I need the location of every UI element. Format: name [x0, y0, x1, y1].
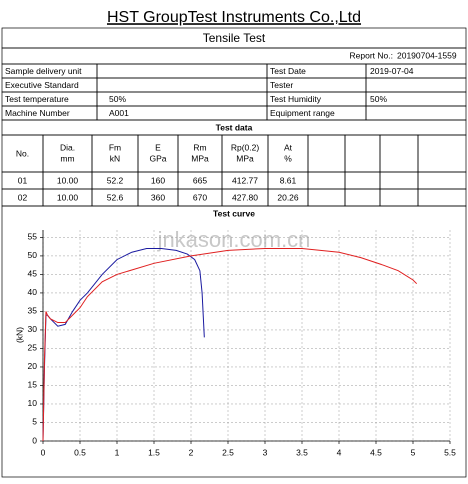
- info-label: Test temperature: [5, 94, 69, 104]
- column-header: No.: [16, 148, 29, 158]
- test-data-title: Test data: [216, 122, 253, 132]
- cell-value: 360: [151, 192, 165, 202]
- info-table: Sample delivery unit Test Date 2019-07-04 E…: [1, 63, 467, 121]
- column-header: MPa: [191, 153, 209, 163]
- chart: 0 5 10 15 20 25 30 35 40 45 50 55 0 0.5 1 1.5 2 2.5 3 3.5 4 4…: [14, 230, 456, 457]
- column-header: mm: [60, 153, 74, 163]
- y-tick-label: 10: [28, 398, 38, 408]
- company: HST GroupTest Instruments Co.,Ltd: [107, 9, 361, 26]
- cell-value: 02: [18, 192, 28, 202]
- info-label: Equipment range: [270, 108, 335, 118]
- column-header: E: [155, 142, 161, 152]
- x-tick-label: 3: [263, 447, 268, 457]
- cell-value: 10.00: [57, 192, 79, 202]
- y-tick-label: 35: [28, 306, 38, 316]
- cell-value: 52.2: [107, 175, 124, 185]
- y-tick-label: 55: [28, 232, 38, 242]
- y-tick-label: 50: [28, 250, 38, 260]
- doc-title: Tensile Test: [203, 31, 266, 45]
- curve: [42, 248, 418, 442]
- report-label: Report No.:: [350, 50, 393, 60]
- cell-value: 20.26: [277, 192, 299, 202]
- x-tick-label: 5: [411, 447, 416, 457]
- info-label: Test Humidity: [270, 94, 322, 104]
- cell-value: 01: [18, 175, 28, 185]
- x-tick-label: 1: [115, 447, 120, 457]
- x-tick-label: 4: [337, 447, 342, 457]
- watermark: jnkason.com.cn: [157, 227, 311, 252]
- cell-value: 412.77: [232, 175, 258, 185]
- y-tick-label: 25: [28, 343, 38, 353]
- y-tick-label: 5: [32, 417, 37, 427]
- info-label: Executive Standard: [5, 80, 79, 90]
- column-header: GPa: [149, 153, 166, 163]
- column-header: kN: [110, 153, 120, 163]
- y-tick-label: 15: [28, 380, 38, 390]
- y-axis-label: (kN): [14, 327, 24, 343]
- x-tick-label: 3.5: [296, 447, 308, 457]
- x-tick-label: 2.5: [222, 447, 234, 457]
- x-tick-label: 0: [41, 447, 46, 457]
- x-tick-label: 4.5: [370, 447, 382, 457]
- info-value: 50%: [109, 94, 126, 104]
- curve-box: [1, 205, 467, 478]
- column-header: %: [284, 153, 292, 163]
- report-no: 20190704-1559: [397, 50, 457, 60]
- y-tick-label: 40: [28, 287, 38, 297]
- x-tick-label: 2: [189, 447, 194, 457]
- column-header: Dia.: [60, 142, 75, 152]
- y-tick-label: 20: [28, 361, 38, 371]
- y-tick-label: 45: [28, 269, 38, 279]
- y-tick-label: 0: [32, 435, 37, 445]
- cell-value: 160: [151, 175, 165, 185]
- cell-value: 52.6: [107, 192, 124, 202]
- cell-value: 10.00: [57, 175, 79, 185]
- x-tick-label: 5.5: [444, 447, 456, 457]
- cell-value: 427.80: [232, 192, 258, 202]
- info-label: Tester: [270, 80, 293, 90]
- column-header: Rp(0.2): [231, 142, 260, 152]
- cell-value: 665: [193, 175, 207, 185]
- column-header: Fm: [109, 142, 121, 152]
- info-label: Machine Number: [5, 108, 70, 118]
- y-tick-label: 30: [28, 324, 38, 334]
- test-curve-title: Test curve: [213, 208, 255, 218]
- cell-value: 670: [193, 192, 207, 202]
- info-label: Test Date: [270, 66, 306, 76]
- column-header: At: [284, 142, 293, 152]
- x-tick-label: 1.5: [148, 447, 160, 457]
- info-value: A001: [109, 108, 129, 118]
- column-header: Rm: [193, 142, 206, 152]
- column-header: MPa: [236, 153, 254, 163]
- info-label: Sample delivery unit: [5, 66, 82, 76]
- info-value: 50%: [370, 94, 387, 104]
- cell-value: 8.61: [280, 175, 297, 185]
- info-value: 2019-07-04: [370, 66, 414, 76]
- x-tick-label: 0.5: [74, 447, 86, 457]
